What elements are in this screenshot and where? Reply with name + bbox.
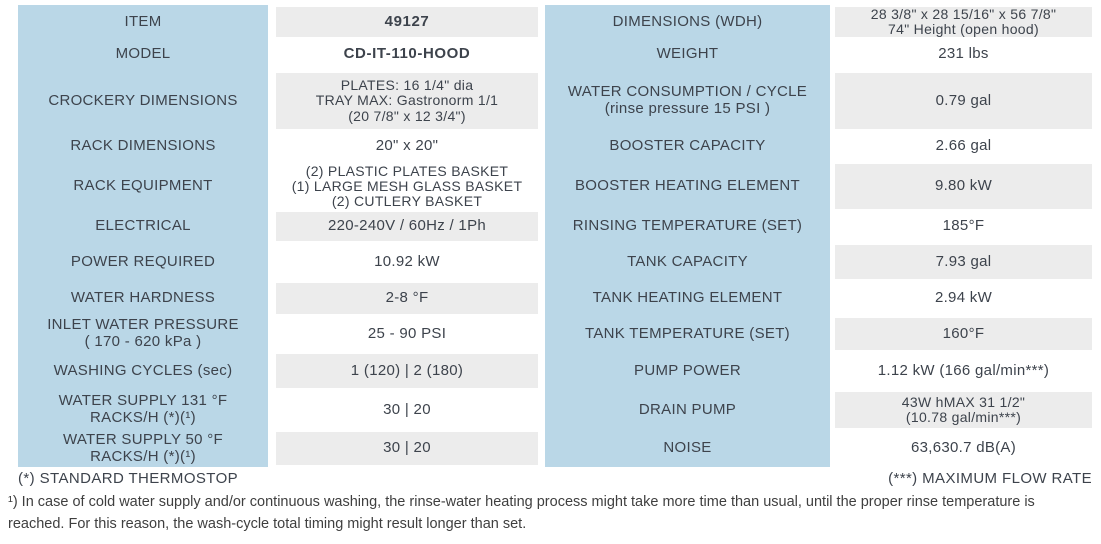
table-row: MODEL CD-IT-110-HOOD WEIGHT 231 lbs (18, 38, 1101, 71)
spec-table: ITEM 49127 DIMENSIONS (WDH) 28 3/8" x 28… (0, 5, 1101, 467)
table-row: WATER SUPPLY 50 °F RACKS/H (*)(¹) 30 | 2… (18, 430, 1101, 467)
value-power-required: 10.92 kW (276, 245, 538, 279)
value-tank-temperature: 160°F (835, 318, 1092, 350)
value-drain-pump: 43W hMAX 31 1/2" (10.78 gal/min***) (835, 392, 1092, 428)
value-pump-power: 1.12 kW (166 gal/min***) (835, 354, 1092, 388)
value-rack-dimensions: 20" x 20" (276, 133, 538, 160)
label-tank-heating-element: TANK HEATING ELEMENT (545, 281, 830, 316)
table-row: ITEM 49127 DIMENSIONS (WDH) 28 3/8" x 28… (18, 5, 1101, 40)
value-noise: 63,630.7 dB(A) (835, 432, 1092, 465)
value-tank-heating-element: 2.94 kW (835, 283, 1092, 314)
label-electrical: ELECTRICAL (18, 210, 268, 243)
label-tank-capacity: TANK CAPACITY (545, 243, 830, 281)
label-water-supply-50: WATER SUPPLY 50 °F RACKS/H (*)(¹) (18, 430, 268, 467)
value-item: 49127 (276, 7, 538, 38)
label-rack-equipment: RACK EQUIPMENT (18, 162, 268, 212)
value-crockery-dimensions: PLATES: 16 1/4" dia TRAY MAX: Gastronorm… (276, 73, 538, 129)
label-water-hardness: WATER HARDNESS (18, 281, 268, 316)
label-booster-capacity: BOOSTER CAPACITY (545, 131, 830, 162)
label-booster-heating-element: BOOSTER HEATING ELEMENT (545, 162, 830, 212)
table-row: RACK EQUIPMENT (2) PLASTIC PLATES BASKET… (18, 162, 1101, 212)
value-washing-cycles: 1 (120) | 2 (180) (276, 354, 538, 388)
value-model: CD-IT-110-HOOD (276, 40, 538, 69)
value-water-supply-50: 30 | 20 (276, 432, 538, 465)
label-model: MODEL (18, 38, 268, 71)
footnote: ¹) In case of cold water supply and/or c… (8, 494, 1035, 532)
table-row: WATER HARDNESS 2-8 °F TANK HEATING ELEME… (18, 281, 1101, 316)
label-washing-cycles: WASHING CYCLES (sec) (18, 352, 268, 390)
value-water-consumption: 0.79 gal (835, 73, 1092, 129)
label-power-required: POWER REQUIRED (18, 243, 268, 281)
value-booster-capacity: 2.66 gal (835, 133, 1092, 160)
table-row: CROCKERY DIMENSIONS PLATES: 16 1/4" dia … (18, 71, 1101, 131)
label-rinsing-temperature: RINSING TEMPERATURE (SET) (545, 210, 830, 243)
maximum-flow-rate-note: (***) MAXIMUM FLOW RATE (888, 470, 1092, 487)
value-dimensions: 28 3/8" x 28 15/16" x 56 7/8" 74" Height… (835, 6, 1092, 38)
table-row: WATER SUPPLY 131 °F RACKS/H (*)(¹) 30 | … (18, 390, 1101, 430)
value-rack-equipment: (2) PLASTIC PLATES BASKET (1) LARGE MESH… (276, 163, 538, 210)
value-tank-capacity: 7.93 gal (835, 245, 1092, 279)
label-inlet-water-pressure: INLET WATER PRESSURE ( 170 - 620 kPa ) (18, 316, 268, 352)
value-electrical: 220-240V / 60Hz / 1Ph (276, 212, 538, 241)
value-inlet-water-pressure: 25 - 90 PSI (276, 318, 538, 350)
label-tank-temperature: TANK TEMPERATURE (SET) (545, 316, 830, 352)
table-row: POWER REQUIRED 10.92 kW TANK CAPACITY 7.… (18, 243, 1101, 281)
value-rinsing-temperature: 185°F (835, 212, 1092, 241)
label-rack-dimensions: RACK DIMENSIONS (18, 131, 268, 162)
label-drain-pump: DRAIN PUMP (545, 390, 830, 430)
label-noise: NOISE (545, 430, 830, 467)
label-pump-power: PUMP POWER (545, 352, 830, 390)
standard-thermostop-note: (*) STANDARD THERMOSTOP (18, 470, 239, 487)
table-row: INLET WATER PRESSURE ( 170 - 620 kPa ) 2… (18, 316, 1101, 352)
table-row: WASHING CYCLES (sec) 1 (120) | 2 (180) P… (18, 352, 1101, 390)
label-water-supply-131: WATER SUPPLY 131 °F RACKS/H (*)(¹) (18, 390, 268, 430)
value-water-supply-131: 30 | 20 (276, 392, 538, 428)
label-water-consumption: WATER CONSUMPTION / CYCLE (rinse pressur… (545, 71, 830, 131)
value-booster-heating-element: 9.80 kW (835, 164, 1092, 210)
table-row: ELECTRICAL 220-240V / 60Hz / 1Ph RINSING… (18, 210, 1101, 243)
value-weight: 231 lbs (835, 40, 1092, 69)
label-dimensions: DIMENSIONS (WDH) (545, 5, 830, 40)
label-item: ITEM (18, 5, 268, 40)
table-row: RACK DIMENSIONS 20" x 20" BOOSTER CAPACI… (18, 131, 1101, 162)
label-weight: WEIGHT (545, 38, 830, 71)
value-water-hardness: 2-8 °F (276, 283, 538, 314)
label-crockery-dimensions: CROCKERY DIMENSIONS (18, 71, 268, 131)
footer-notes: (*) STANDARD THERMOSTOP (***) MAXIMUM FL… (18, 470, 1092, 487)
